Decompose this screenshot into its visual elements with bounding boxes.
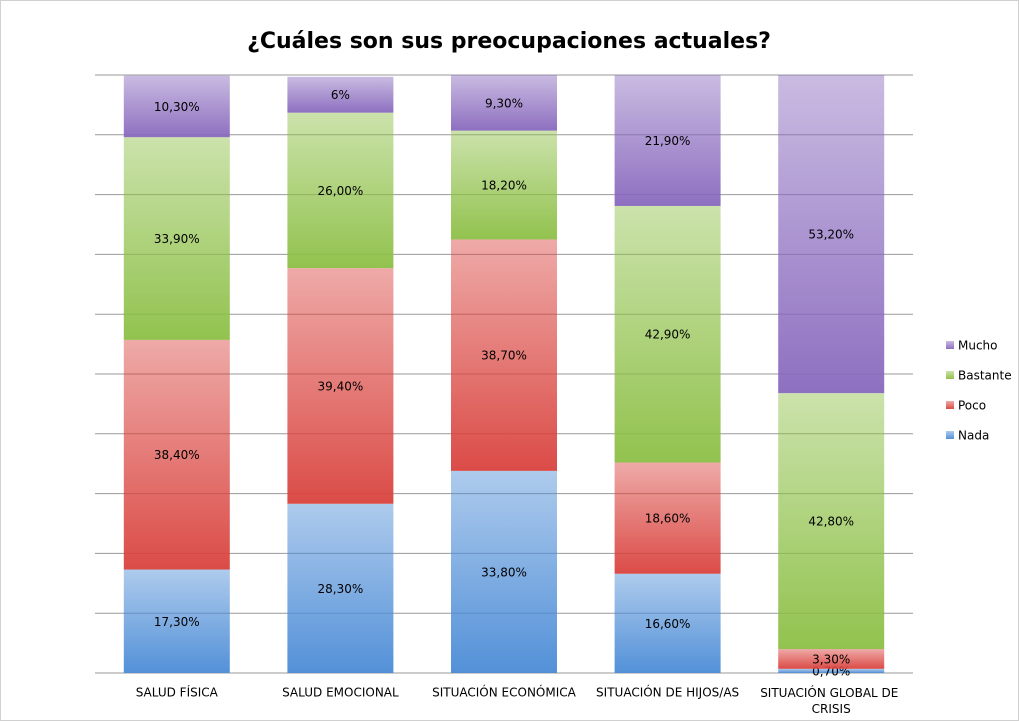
bar-segment (123, 75, 230, 138)
chart-title: ¿Cuáles son sus preocupaciones actuales? (247, 29, 771, 54)
bar-segment (287, 268, 394, 504)
bar-segment (123, 339, 230, 570)
legend-swatch (946, 371, 954, 379)
x-tick-label: SITUACIÓN ECONÓMICA (432, 685, 577, 700)
bar-segment (614, 205, 721, 463)
data-label: 38,70% (481, 349, 527, 363)
x-tick-label: SALUD FÍSICA (136, 685, 219, 700)
data-label: 33,90% (154, 232, 200, 246)
bar-segment (287, 76, 394, 113)
bar-segment (778, 649, 885, 669)
data-label: 17,30% (154, 615, 200, 629)
legend-label: Bastante (958, 369, 1012, 383)
legend-swatch (946, 401, 954, 409)
data-label: 10,30% (154, 100, 200, 114)
legend-label: Poco (958, 399, 986, 413)
data-label: 21,90% (645, 134, 691, 148)
data-label: 42,90% (645, 328, 691, 342)
bar-segment (123, 569, 230, 673)
x-tick-label: SITUACIÓN DE HIJOS/AS (596, 685, 739, 700)
bar-segment (614, 573, 721, 673)
bar-segment (123, 137, 230, 340)
data-label: 3,30% (812, 652, 850, 666)
data-label: 16,60% (645, 617, 691, 631)
data-label: 38,40% (154, 448, 200, 462)
bar-segment (778, 75, 885, 394)
bar-segment (451, 239, 557, 471)
bar-segment (287, 503, 394, 673)
data-label: 28,30% (318, 582, 364, 596)
bar-segment (287, 112, 394, 269)
data-label: 39,40% (318, 379, 364, 393)
x-tick-label: SITUACIÓN GLOBAL DE CRISIS (760, 685, 902, 716)
bar-segment (614, 75, 721, 206)
legend-label: Nada (958, 429, 989, 443)
data-label: 53,20% (808, 228, 854, 242)
bar-segment (451, 470, 557, 673)
legend-label: Mucho (958, 339, 998, 353)
data-label: 9,30% (485, 96, 523, 110)
data-label: 6% (331, 88, 350, 102)
data-label: 18,20% (481, 179, 527, 193)
x-tick-label: SALUD EMOCIONAL (282, 686, 399, 700)
bar-segment (614, 462, 721, 574)
legend-swatch (946, 341, 954, 349)
legend-swatch (946, 431, 954, 439)
data-label: 18,60% (645, 512, 691, 526)
data-label: 33,80% (481, 565, 527, 579)
bar-segment (451, 75, 557, 131)
bar-segment (451, 130, 557, 240)
bar-segment (778, 393, 885, 650)
data-label: 42,80% (808, 515, 854, 529)
bar-segment (778, 668, 885, 673)
data-label: 26,00% (318, 184, 364, 198)
